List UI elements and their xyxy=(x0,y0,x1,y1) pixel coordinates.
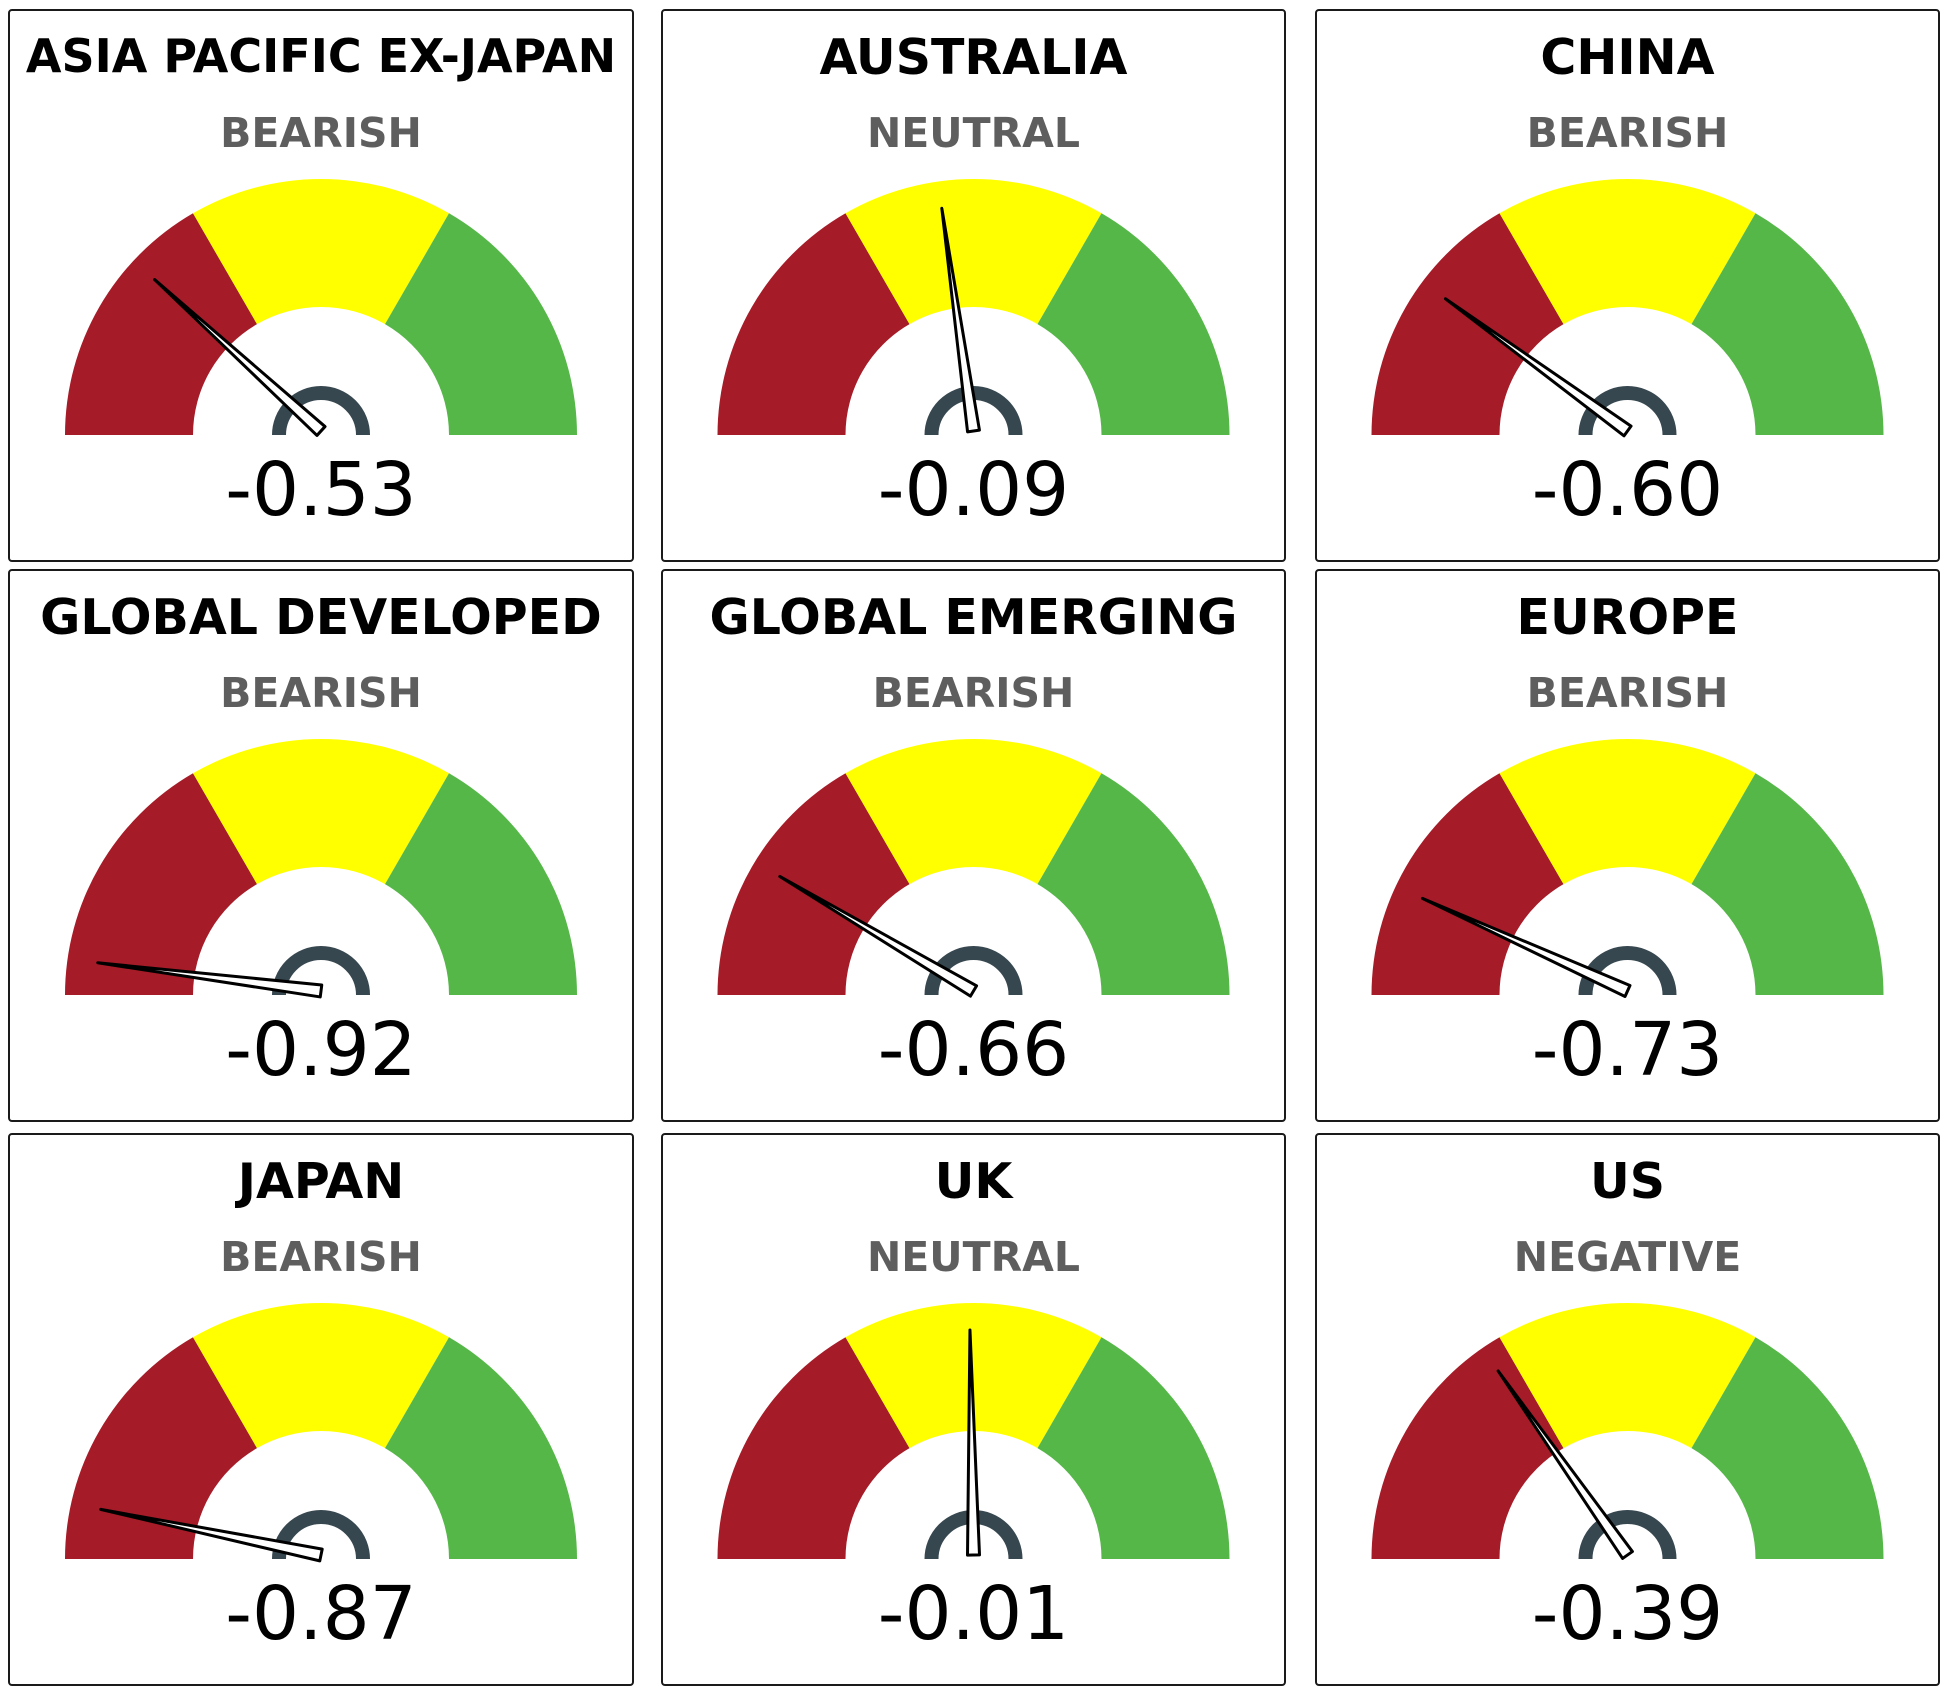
gauge-panel: ASIA PACIFIC EX-JAPAN BEARISH -0.53 xyxy=(8,9,634,562)
gauge-value: -0.60 xyxy=(1532,447,1723,533)
gauge-title: US xyxy=(1589,1153,1666,1210)
gauge-title: CHINA xyxy=(1540,29,1715,86)
gauge-panel: UK NEUTRAL -0.01 xyxy=(661,1133,1286,1686)
gauge-band-neutral xyxy=(845,1303,1102,1449)
gauge-value: -0.53 xyxy=(225,447,416,533)
gauge-needle xyxy=(1420,896,1632,998)
gauge-band-bearish xyxy=(65,1337,257,1559)
gauge-value: -0.66 xyxy=(878,1007,1069,1093)
gauge-band-bearish xyxy=(65,213,257,435)
gauge-band-bullish xyxy=(1037,1337,1230,1559)
gauge-panel: US NEGATIVE -0.39 xyxy=(1315,1133,1940,1686)
gauge-needle xyxy=(1443,297,1633,438)
gauge-needle xyxy=(99,1507,324,1563)
gauge-band-bearish xyxy=(717,213,910,435)
gauge-hub xyxy=(272,946,370,996)
gauge-value: -0.87 xyxy=(225,1571,416,1657)
gauge-panel: GLOBAL DEVELOPED BEARISH -0.92 xyxy=(8,569,634,1122)
gauge-band-neutral xyxy=(1499,178,1756,325)
gauge-title: EUROPE xyxy=(1516,589,1739,646)
gauge-band-bearish xyxy=(717,1337,910,1559)
gauge-band-neutral xyxy=(845,178,1102,325)
gauge-sentiment: NEUTRAL xyxy=(866,1233,1080,1281)
gauge-needle xyxy=(1496,1369,1634,1560)
gauge-panel: JAPAN BEARISH -0.87 xyxy=(8,1133,634,1686)
gauge-band-neutral xyxy=(193,1303,449,1449)
gauge-sentiment: BEARISH xyxy=(872,669,1075,717)
gauge-svg: -0.53 xyxy=(65,178,577,533)
gauge-needle xyxy=(96,961,324,999)
gauge-value: -0.39 xyxy=(1532,1571,1723,1657)
gauge-band-bullish xyxy=(1691,213,1884,435)
gauge-band-bullish xyxy=(1037,213,1230,435)
gauge-hub xyxy=(1578,386,1677,436)
gauge-panel: EUROPE BEARISH -0.73 xyxy=(1315,569,1940,1122)
gauge-title: UK xyxy=(934,1153,1013,1210)
gauge-svg: -0.92 xyxy=(65,739,577,1093)
gauge-sentiment: BEARISH xyxy=(220,1233,422,1281)
gauge-value: -0.01 xyxy=(878,1571,1069,1657)
gauge-panel: CHINA BEARISH -0.60 xyxy=(1315,9,1940,562)
gauge-sentiment: BEARISH xyxy=(220,669,422,717)
gauge-svg: -0.87 xyxy=(65,1303,577,1657)
gauge-band-bullish xyxy=(385,773,577,995)
gauge-svg: -0.39 xyxy=(1371,1303,1884,1657)
gauge-sentiment: BEARISH xyxy=(1526,109,1729,157)
gauge-panel: AUSTRALIA NEUTRAL -0.09 xyxy=(661,9,1286,562)
gauge-band-bullish xyxy=(385,1337,577,1559)
gauge-band-neutral xyxy=(193,178,449,325)
gauge-title: ASIA PACIFIC EX-JAPAN xyxy=(25,29,617,83)
gauge-band-neutral xyxy=(193,739,449,885)
gauge-title: GLOBAL DEVELOPED xyxy=(40,589,602,646)
gauge-sentiment: BEARISH xyxy=(220,109,422,157)
gauge-sentiment: NEGATIVE xyxy=(1513,1233,1742,1281)
gauge-band-bearish xyxy=(717,773,910,995)
gauge-panel: GLOBAL EMERGING BEARISH -0.66 xyxy=(661,569,1286,1122)
gauge-band-bearish xyxy=(1371,213,1564,435)
gauge-sentiment: BEARISH xyxy=(1526,669,1729,717)
gauge-band-bearish xyxy=(65,773,257,995)
gauge-needle xyxy=(153,278,327,437)
gauge-band-neutral xyxy=(1499,739,1756,885)
gauge-band-neutral xyxy=(845,739,1102,885)
gauge-hub xyxy=(272,386,370,436)
gauge-hub xyxy=(924,946,1023,996)
gauge-svg: -0.73 xyxy=(1371,739,1884,1093)
gauge-title: GLOBAL EMERGING xyxy=(709,589,1238,646)
gauge-svg: -0.66 xyxy=(717,739,1230,1093)
gauge-sentiment: NEUTRAL xyxy=(866,109,1080,157)
gauge-title: JAPAN xyxy=(237,1153,405,1210)
gauge-svg: -0.60 xyxy=(1371,178,1884,533)
gauge-needle xyxy=(966,1328,981,1557)
gauge-band-bullish xyxy=(1037,773,1230,995)
gauge-value: -0.09 xyxy=(878,447,1069,533)
gauge-band-bullish xyxy=(1691,1337,1884,1559)
gauge-band-bullish xyxy=(385,213,577,435)
gauge-svg: -0.01 xyxy=(717,1303,1230,1657)
gauge-needle xyxy=(940,206,981,434)
gauge-needle xyxy=(778,874,979,998)
gauge-value: -0.92 xyxy=(225,1007,416,1093)
gauge-svg: -0.09 xyxy=(717,178,1230,533)
gauge-band-neutral xyxy=(1499,1303,1756,1449)
gauge-band-bearish xyxy=(1371,773,1564,995)
gauge-title: AUSTRALIA xyxy=(819,29,1128,86)
gauge-hub xyxy=(1578,1510,1677,1560)
gauge-band-bullish xyxy=(1691,773,1884,995)
gauge-value: -0.73 xyxy=(1532,1007,1723,1093)
